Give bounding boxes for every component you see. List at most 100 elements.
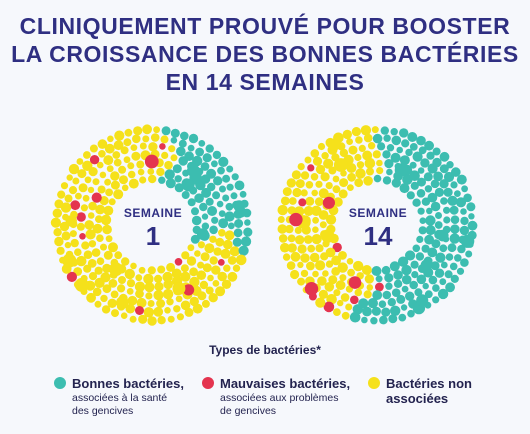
good-bacteria-dot [417,177,426,187]
legend-good-sub1: associées à la santé [72,392,168,404]
good-bacteria-dot [391,135,402,146]
bad-bacteria-dot [135,306,144,315]
neutral-bacteria-dot [288,197,297,205]
good-bacteria-dot [377,142,386,151]
neutral-bacteria-dot [94,277,105,288]
neutral-bacteria-dot [68,163,80,175]
neutral-bacteria-dot [300,189,308,197]
legend-bad-name: Mauvaises bactéries, [220,376,351,391]
neutral-bacteria-dot [323,158,334,169]
neutral-bacteria-dot [318,188,329,199]
neutral-bacteria-dot [120,146,129,155]
neutral-bacteria-dot [321,229,335,243]
good-bacteria-dot [434,187,444,197]
neutral-bacteria-dot [309,252,320,263]
bad-bacteria-dot [323,301,335,313]
neutral-bacteria-dot [87,212,95,219]
good-bacteria-dot [424,234,434,245]
neutral-bacteria-dot [354,288,363,297]
good-bacteria-dot [398,313,407,322]
neutral-bacteria-dot [363,290,372,299]
good-bacteria-dot [466,202,476,212]
good-bacteria-dot [382,150,391,159]
bad-bacteria-dot [322,196,335,209]
good-bacteria-dot [378,300,387,308]
neutral-bacteria-dot [315,297,326,308]
neutral-bacteria-dot [74,248,82,256]
bad-bacteria-dot [217,259,225,266]
neutral-bacteria-dot [342,129,352,140]
neutral-bacteria-dot [94,300,102,308]
neutral-bacteria-dot [65,215,77,227]
good-bacteria-dot [432,284,440,292]
neutral-bacteria-dot [314,197,324,207]
good-bacteria-dot [419,217,427,224]
neutral-bacteria-dot [108,279,118,288]
good-bacteria-dot [218,210,226,217]
neutral-bacteria-dot [361,265,372,275]
headline: CLINIQUEMENT PROUVÉ POUR BOOSTER LA CROI… [0,12,530,96]
donut-week-14 [277,125,478,325]
neutral-bacteria-dot [127,162,135,170]
neutral-bacteria-dot [94,266,103,275]
neutral-bacteria-dot [311,234,322,245]
good-bacteria-dot [414,288,423,297]
bad-bacteria-dot [332,242,342,253]
neutral-bacteria-dot [154,274,163,283]
neutral-bacteria-dot [320,252,329,261]
neutral-bacteria-dot [130,144,138,151]
neutral-bacteria-dot [328,138,341,151]
neutral-bacteria-dot [326,214,337,225]
neutral-bacteria-dot [315,164,326,175]
good-bacteria-dot [383,134,391,142]
good-bacteria-dot [421,244,430,253]
neutral-bacteria-dot [311,189,319,197]
neutral-bacteria-dot [148,174,157,184]
neutral-bacteria-dot [319,221,327,229]
bad-bacteria-dot [375,282,384,292]
good-bacteria-dot [172,164,182,174]
neutral-bacteria-dot [145,292,153,300]
neutral-bacteria-dot [339,148,349,158]
good-bacteria-dot [412,151,423,162]
neutral-bacteria-dot [346,258,354,265]
good-bacteria-dot [222,174,231,183]
neutral-bacteria-dot [161,151,169,159]
good-bacteria-dot [425,215,436,226]
neutral-bacteria-dot [128,178,139,189]
neutral-bacteria-dot [127,295,138,306]
neutral-bacteria-dot [111,309,119,318]
neutral-bacteria-dot [180,264,189,273]
neutral-bacteria-dot [207,274,214,282]
neutral-bacteria-dot [85,229,96,240]
neutral-bacteria-dot [331,255,341,266]
neutral-bacteria-dot [108,198,116,206]
good-bacteria-dot [218,218,229,229]
good-bacteria-dot [243,227,253,237]
good-bacteria-dot [231,173,239,181]
good-bacteria-dot [390,128,398,136]
neutral-bacteria-dot [103,250,113,260]
neutral-bacteria-dot [358,144,366,152]
neutral-bacteria-dot [53,228,62,237]
good-bacteria-dot [424,290,433,299]
neutral-bacteria-dot [164,160,173,170]
neutral-bacteria-dot [282,187,292,197]
legend-bad-sub1: associées aux problèmes [220,392,339,404]
good-bacteria-dot [161,126,171,136]
good-bacteria-dot [435,252,446,263]
good-bacteria-dot [439,278,447,286]
good-bacteria-dot [397,256,409,267]
good-bacteria-dot [401,274,412,285]
good-bacteria-dot [396,294,406,304]
neutral-bacteria-dot [223,239,233,250]
good-bacteria-dot [191,207,199,216]
neutral-bacteria-dot [103,205,114,216]
neutral-bacteria-dot [154,281,164,292]
good-bacteria-dot [211,216,219,224]
bad-bacteria-dot [307,164,315,172]
neutral-bacteria-dot [121,257,130,266]
neutral-bacteria-dot [277,204,288,216]
legend-good-name: Bonnes bactéries, [72,376,184,391]
good-bacteria-dot [440,261,448,269]
